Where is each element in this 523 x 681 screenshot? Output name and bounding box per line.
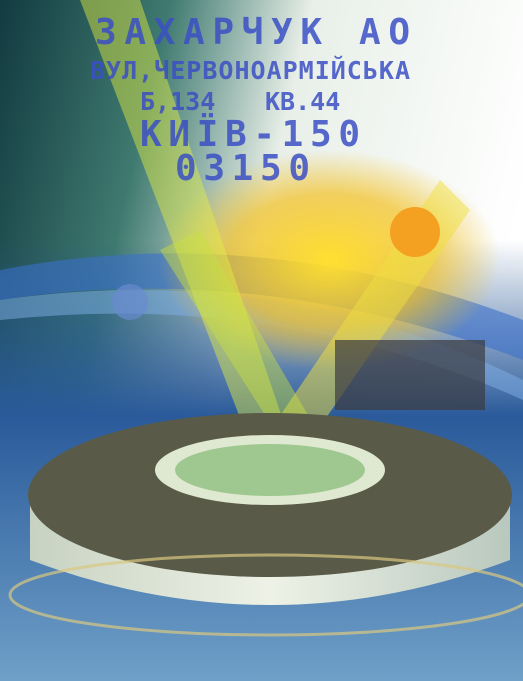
- glow: [160, 150, 500, 370]
- city-skyline: [335, 340, 485, 410]
- recipient-name: ЗАХАРЧУК АО: [95, 12, 410, 53]
- football: [112, 284, 148, 320]
- football: [390, 207, 440, 257]
- apartment: КВ.44: [265, 87, 340, 116]
- street: ВУЛ,ЧЕРВОНОАРМІЙСЬКА: [90, 56, 410, 85]
- postcode: 03150: [175, 148, 310, 189]
- light-beam: [160, 230, 340, 470]
- stadium-ring: [8, 553, 523, 637]
- stadium-pitch: [175, 444, 365, 496]
- building: Б,134: [140, 87, 215, 116]
- light-beam: [80, 0, 300, 470]
